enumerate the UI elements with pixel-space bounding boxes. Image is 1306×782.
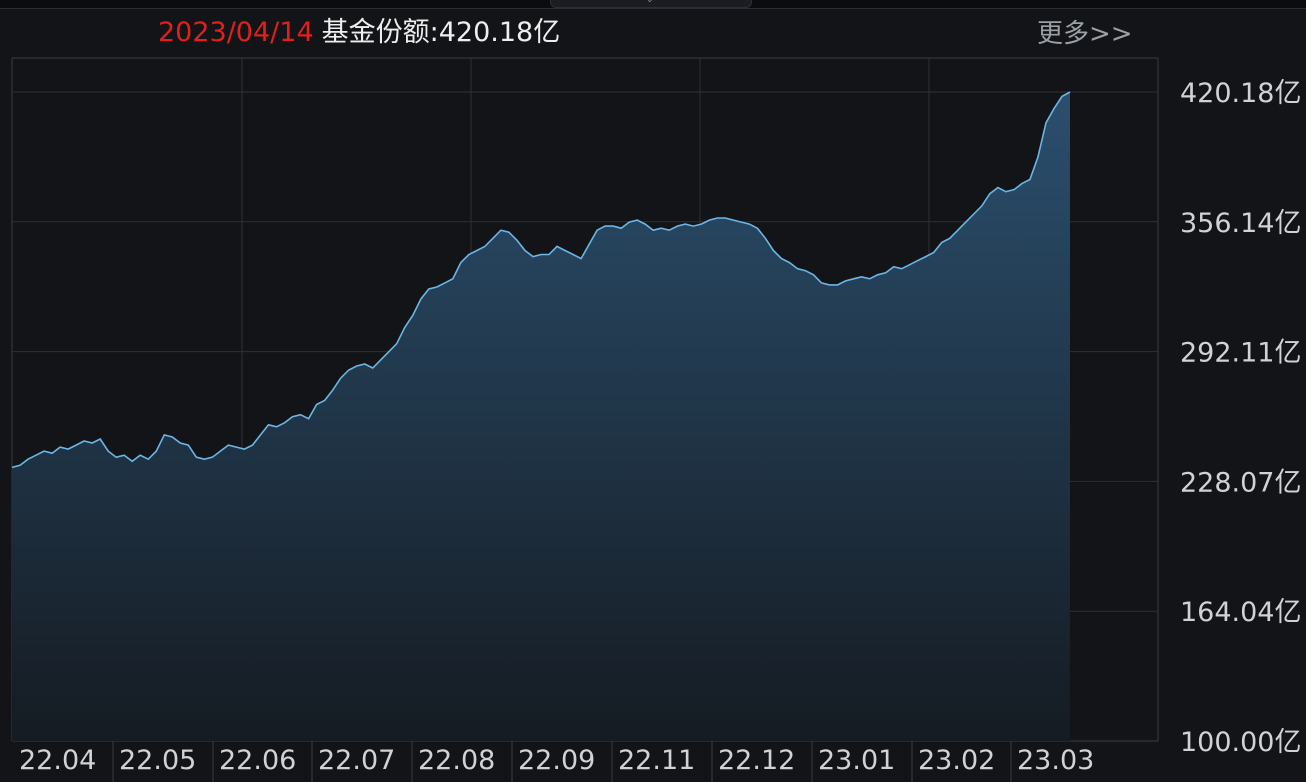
chevron-down-icon: ⌄ [646,0,654,5]
selected-date: 2023/04/14 [158,17,314,48]
x-tick-label: 23.02 [918,745,995,776]
x-tick-label: 22.08 [418,745,495,776]
window-top-strip: ⌄ [0,0,1306,9]
series-area [12,92,1070,741]
x-tick-label: 22.11 [618,745,695,776]
y-tick-label: 164.04亿 [1180,597,1301,628]
y-tick-label: 420.18亿 [1180,78,1301,109]
y-axis-labels: 420.18亿 356.14亿 292.11亿 228.07亿 164.04亿 100.0… [1180,78,1301,758]
x-tick-label: 22.12 [718,745,795,776]
series-line [11,91,1071,469]
chart-header: 2023/04/14 基金份额:420.18亿 [158,14,560,52]
y-tick-label: 100.00亿 [1180,727,1301,758]
x-tick-label: 22.04 [19,745,96,776]
x-tick-label: 22.07 [318,745,395,776]
y-tick-label: 356.14亿 [1180,208,1301,239]
y-tick-label: 228.07亿 [1180,467,1301,498]
y-tick-label: 292.11亿 [1180,338,1301,369]
drag-tab[interactable]: ⌄ [550,0,752,8]
x-tick-label: 22.06 [219,745,296,776]
x-tick-label: 23.01 [818,745,895,776]
x-tick-label: 22.05 [119,745,196,776]
x-axis-labels: 22.04 22.05 22.06 22.07 22.08 22.09 22.11 22.12… [19,741,1094,782]
x-tick-label: 22.09 [518,745,595,776]
fund-shares-value: 基金份额:420.18亿 [321,17,561,48]
x-tick-label: 23.03 [1017,745,1094,776]
more-link[interactable]: 更多>> [1037,19,1133,49]
